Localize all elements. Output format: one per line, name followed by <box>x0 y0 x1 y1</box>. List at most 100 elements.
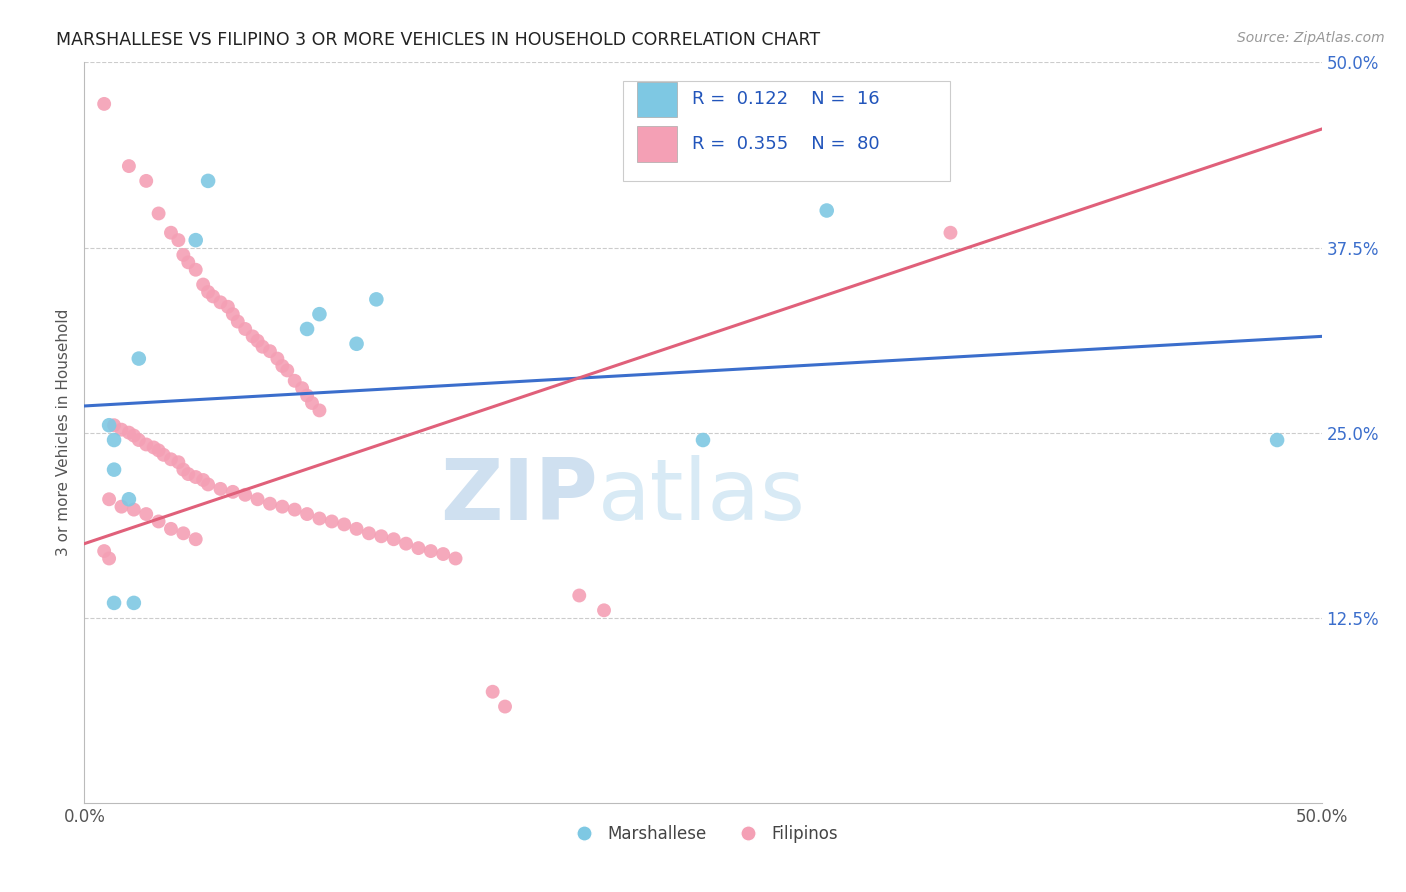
Point <box>152 448 174 462</box>
Point <box>246 492 269 507</box>
Point <box>370 529 392 543</box>
Point <box>118 159 141 173</box>
Point <box>148 206 170 220</box>
Point <box>148 515 170 529</box>
Point <box>197 174 219 188</box>
Point <box>301 396 323 410</box>
Point <box>167 455 190 469</box>
Point <box>295 507 318 521</box>
Point <box>815 203 838 218</box>
Point <box>222 484 245 499</box>
Point <box>346 522 368 536</box>
Point <box>271 359 294 373</box>
Point <box>252 340 274 354</box>
Point <box>295 388 318 402</box>
Point <box>118 425 141 440</box>
Point <box>346 336 368 351</box>
Point <box>222 307 245 321</box>
Point <box>276 363 298 377</box>
Point <box>118 492 141 507</box>
Point <box>593 603 616 617</box>
Point <box>333 517 356 532</box>
Text: R =  0.122    N =  16: R = 0.122 N = 16 <box>692 90 880 109</box>
Point <box>308 403 330 417</box>
Point <box>308 307 330 321</box>
Point <box>939 226 962 240</box>
Legend: Marshallese, Filipinos: Marshallese, Filipinos <box>561 819 845 850</box>
Point <box>160 452 183 467</box>
Point <box>135 437 157 451</box>
Point <box>128 351 150 366</box>
Y-axis label: 3 or more Vehicles in Household: 3 or more Vehicles in Household <box>56 309 72 557</box>
Point <box>93 96 115 111</box>
Point <box>266 351 288 366</box>
Point <box>408 541 430 555</box>
Point <box>233 322 256 336</box>
Point <box>432 547 454 561</box>
Text: R =  0.355    N =  80: R = 0.355 N = 80 <box>692 135 880 153</box>
Point <box>98 418 121 433</box>
Point <box>103 418 125 433</box>
Point <box>481 685 503 699</box>
Point <box>226 314 249 328</box>
Point <box>357 526 380 541</box>
Text: Source: ZipAtlas.com: Source: ZipAtlas.com <box>1237 31 1385 45</box>
Point <box>135 507 157 521</box>
Point <box>395 536 418 550</box>
Point <box>444 551 467 566</box>
Point <box>419 544 441 558</box>
Point <box>246 334 269 348</box>
Point <box>271 500 294 514</box>
Point <box>284 374 307 388</box>
Point <box>217 300 239 314</box>
Point <box>284 502 307 516</box>
Text: atlas: atlas <box>598 455 806 538</box>
Point <box>308 511 330 525</box>
Point <box>202 289 225 303</box>
Point <box>122 502 145 516</box>
Text: ZIP: ZIP <box>440 455 598 538</box>
Point <box>184 533 207 547</box>
Point <box>321 515 343 529</box>
Point <box>167 233 190 247</box>
Point <box>122 596 145 610</box>
Point <box>148 443 170 458</box>
Point <box>128 433 150 447</box>
Bar <box>637 82 678 117</box>
Point <box>135 174 157 188</box>
Point <box>98 492 121 507</box>
Point <box>197 477 219 491</box>
Point <box>259 344 281 359</box>
Point <box>172 248 194 262</box>
Point <box>184 470 207 484</box>
FancyBboxPatch shape <box>623 81 950 181</box>
Point <box>197 285 219 299</box>
Point <box>259 497 281 511</box>
Bar <box>637 126 678 161</box>
Point <box>172 462 194 476</box>
Point <box>568 589 591 603</box>
Point <box>177 467 200 481</box>
Point <box>103 433 125 447</box>
Point <box>184 233 207 247</box>
Point <box>98 551 121 566</box>
Text: MARSHALLESE VS FILIPINO 3 OR MORE VEHICLES IN HOUSEHOLD CORRELATION CHART: MARSHALLESE VS FILIPINO 3 OR MORE VEHICL… <box>56 31 820 49</box>
Point <box>209 482 232 496</box>
Point <box>177 255 200 269</box>
Point <box>209 295 232 310</box>
Point <box>93 544 115 558</box>
Point <box>172 526 194 541</box>
Point <box>295 322 318 336</box>
Point <box>110 500 132 514</box>
Point <box>122 428 145 442</box>
Point <box>382 533 405 547</box>
Point <box>184 262 207 277</box>
Point <box>142 441 165 455</box>
Point <box>103 596 125 610</box>
Point <box>366 293 388 307</box>
Point <box>233 488 256 502</box>
Point <box>242 329 264 343</box>
Point <box>494 699 516 714</box>
Point <box>191 277 214 292</box>
Point <box>191 473 214 487</box>
